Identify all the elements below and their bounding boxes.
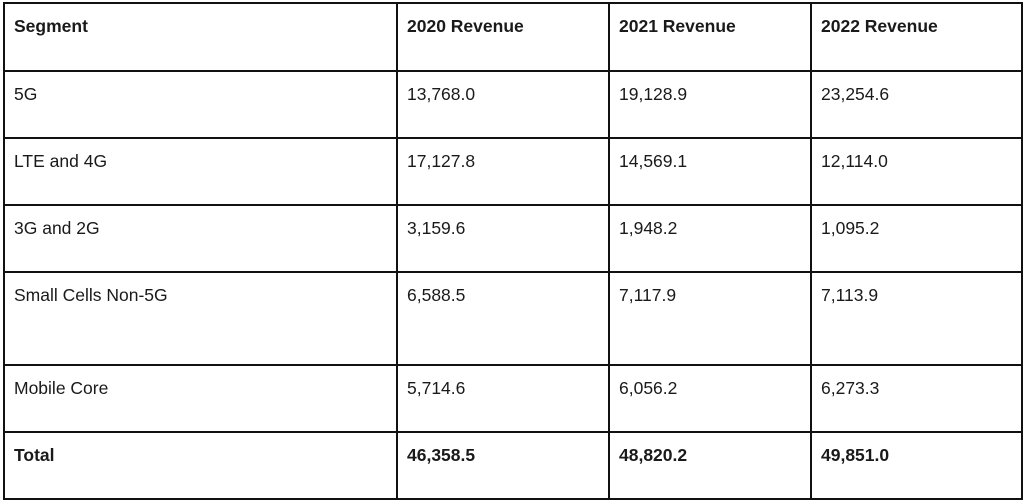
revenue-2022-cell: 23,254.6 [810,70,1023,139]
revenue-2020-cell: 5,714.6 [396,364,610,433]
table-row: LTE and 4G 17,127.8 14,569.1 12,114.0 [3,137,1023,206]
revenue-2021-cell: 19,128.9 [608,70,812,139]
total-2021-cell: 48,820.2 [608,431,812,500]
header-row: Segment 2020 Revenue 2021 Revenue 2022 R… [3,2,1023,72]
revenue-table: Segment 2020 Revenue 2021 Revenue 2022 R… [3,2,1023,500]
total-row: Total 46,358.5 48,820.2 49,851.0 [3,431,1023,500]
revenue-2022-cell: 12,114.0 [810,137,1023,206]
revenue-2020-cell: 3,159.6 [396,204,610,273]
revenue-2022-cell: 1,095.2 [810,204,1023,273]
table-row: Mobile Core 5,714.6 6,056.2 6,273.3 [3,364,1023,433]
table-row: 3G and 2G 3,159.6 1,948.2 1,095.2 [3,204,1023,273]
segment-cell: 5G [3,70,398,139]
header-2020-revenue: 2020 Revenue [396,2,610,72]
segment-cell: 3G and 2G [3,204,398,273]
revenue-2020-cell: 17,127.8 [396,137,610,206]
total-2020-cell: 46,358.5 [396,431,610,500]
table-row: Small Cells Non-5G 6,588.5 7,117.9 7,113… [3,271,1023,366]
revenue-2021-cell: 6,056.2 [608,364,812,433]
revenue-2021-cell: 1,948.2 [608,204,812,273]
header-2021-revenue: 2021 Revenue [608,2,812,72]
revenue-2021-cell: 14,569.1 [608,137,812,206]
total-2022-cell: 49,851.0 [810,431,1023,500]
header-segment: Segment [3,2,398,72]
table-row: 5G 13,768.0 19,128.9 23,254.6 [3,70,1023,139]
revenue-2020-cell: 6,588.5 [396,271,610,366]
segment-cell: Mobile Core [3,364,398,433]
segment-cell: LTE and 4G [3,137,398,206]
revenue-2020-cell: 13,768.0 [396,70,610,139]
segment-cell: Small Cells Non-5G [3,271,398,366]
revenue-2022-cell: 7,113.9 [810,271,1023,366]
total-label-cell: Total [3,431,398,500]
revenue-2022-cell: 6,273.3 [810,364,1023,433]
header-2022-revenue: 2022 Revenue [810,2,1023,72]
revenue-2021-cell: 7,117.9 [608,271,812,366]
